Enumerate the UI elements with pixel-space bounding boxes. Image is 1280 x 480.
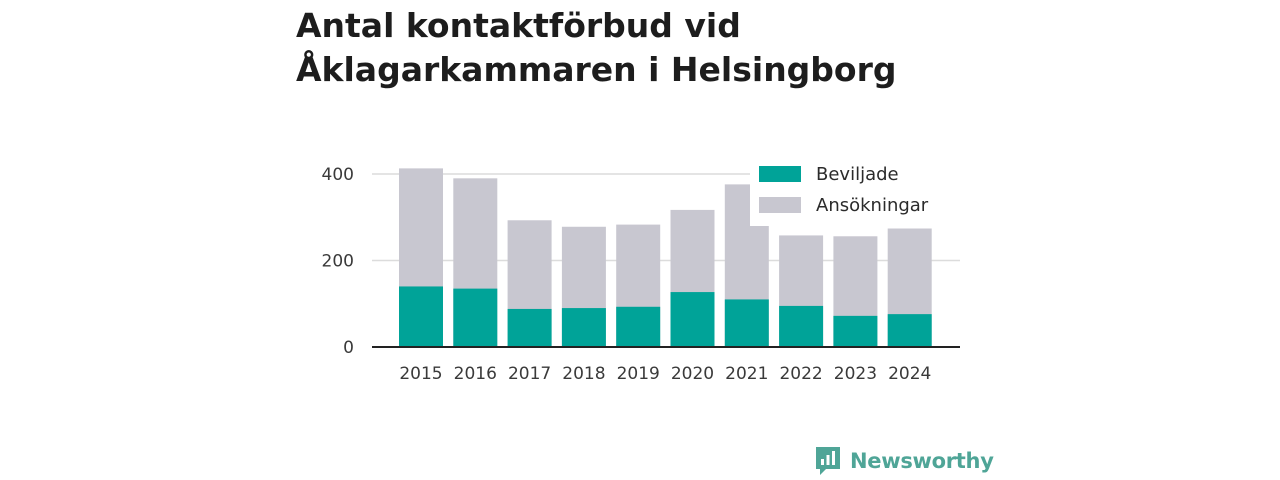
bars-beviljade — [399, 286, 932, 347]
y-tick-label: 200 — [322, 252, 354, 272]
bar-beviljade-2019 — [616, 306, 661, 347]
bar-beviljade-2020 — [670, 292, 715, 347]
x-tick-label: 2016 — [454, 364, 497, 384]
legend: Beviljade Ansökningar — [750, 158, 962, 226]
x-tick-label: 2023 — [834, 364, 877, 384]
bar-beviljade-2018 — [561, 308, 606, 347]
bar-beviljade-2021 — [724, 299, 769, 347]
bar-beviljade-2023 — [833, 315, 878, 347]
chart-title-line-1: Antal kontaktförbud vid — [296, 6, 741, 45]
newsworthy-logo-icon — [816, 447, 840, 475]
y-tick-label: 0 — [343, 338, 354, 358]
legend-label: Ansökningar — [816, 195, 929, 216]
legend-label: Beviljade — [816, 164, 899, 185]
bar-beviljade-2016 — [453, 288, 498, 347]
x-tick-label: 2017 — [508, 364, 551, 384]
bar-beviljade-2017 — [507, 308, 552, 347]
x-tick-label: 2024 — [888, 364, 931, 384]
x-tick-label: 2019 — [617, 364, 660, 384]
y-axis-ticks: 0 200 400 — [322, 165, 354, 358]
bar-beviljade-2022 — [779, 305, 824, 347]
chart-title: Antal kontaktförbud vid Åklagarkammaren … — [296, 4, 936, 92]
brand-name: Newsworthy — [850, 449, 994, 473]
x-tick-label: 2022 — [779, 364, 822, 384]
bar-beviljade-2024 — [887, 314, 932, 347]
legend-swatch — [759, 166, 801, 182]
x-tick-label: 2018 — [562, 364, 605, 384]
y-tick-label: 400 — [322, 165, 354, 185]
x-tick-label: 2020 — [671, 364, 714, 384]
x-axis-ticks: 2015 2016 2017 2018 2019 2020 2021 2022 2023 2024 — [399, 364, 931, 384]
chart-title-line-2: Åklagarkammaren i Helsingborg — [296, 50, 897, 89]
bar-beviljade-2015 — [399, 286, 443, 347]
x-tick-label: 2015 — [399, 364, 442, 384]
legend-swatch — [759, 197, 801, 213]
newsworthy-brand: Newsworthy — [814, 444, 994, 478]
x-tick-label: 2021 — [725, 364, 768, 384]
